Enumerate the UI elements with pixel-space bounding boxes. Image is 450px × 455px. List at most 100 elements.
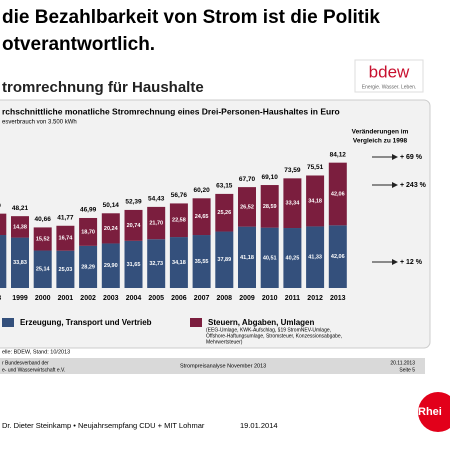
value-label: 24,65 [195,214,209,220]
total-label: 67,70 [239,176,256,183]
value-label: 22,58 [172,218,186,224]
logo-tagline: Energie. Wasser. Leben. [362,84,417,90]
value-label: 16,74 [59,236,74,242]
bar-segment [11,237,29,288]
value-label: 35,55 [195,259,209,265]
bar-segment [215,193,234,232]
bar-segment [147,206,166,240]
total-label: 56,76 [171,192,188,199]
value-label: 42,06 [331,191,345,197]
x-tick-label: 2003 [103,295,119,302]
total-label: 50,14 [103,202,120,209]
bar-segment [238,226,256,288]
x-tick-label: 2012 [307,295,323,302]
footer-center: Strompreisanalyse November 2013 [180,363,266,369]
total-label: 75,51 [307,164,324,171]
value-label: 37,89 [217,257,231,263]
bar-segment [11,216,29,238]
bar-segment [238,187,256,227]
x-tick-label: 98 [0,295,1,302]
value-label: 33,34 [286,201,301,207]
bar-segment [79,217,98,246]
bar-segment [101,243,120,288]
value-label: 26,52 [240,204,254,210]
bar-segment [260,227,279,288]
bar-segment [283,228,302,288]
legend-swatch [190,318,202,327]
bar-segment [147,239,166,288]
chart-heading: tromrechnung für Haushalte [2,79,204,96]
bar-segment [283,178,302,229]
total-label: 84,12 [330,151,347,158]
change-heading: Veränderungen im [352,129,409,136]
bar-segment [33,250,52,288]
legend: Erzeugung, Transport und Vertrieb Steuern… [2,318,315,327]
x-tick-label: 2000 [35,295,51,302]
value-label: 20,24 [104,226,119,232]
total-label: 63,15 [216,183,233,190]
corner-logo: Rhei [418,406,442,418]
value-label: 25,26 [217,210,231,216]
value-label: 20,74 [127,223,142,229]
value-label: 31,65 [127,262,141,268]
bar-segment [192,235,211,288]
x-tick-label: 2001 [58,295,74,302]
corner-logo-circle [418,392,450,432]
footer-org: r Bundesverband der [2,360,49,366]
source: elle: BDEW, Stand: 10/2013 [2,349,70,355]
x-tick-label: 2004 [126,295,142,302]
x-tick-label: 2010 [262,295,278,302]
bar-segment [192,198,211,236]
value-label: 29,90 [104,263,118,269]
change-heading: Vergleich zu 1998 [353,138,408,145]
footer-page: Seite 5 [399,367,415,373]
bar-segment [0,213,7,236]
bar-segment [260,185,279,228]
bar-segment [56,225,75,251]
bars: 90 98 33,83 14,38 48,21 1999 25,14 15,52 40,66 20… [0,151,347,302]
bar-segment [124,240,143,288]
bar-segment [169,237,188,288]
chart-title: rchschnittliche monatliche Stromrechnung… [2,106,340,116]
total-label: 60,20 [193,187,210,194]
total-label: 41,77 [57,214,74,221]
total-label: 69,10 [262,174,279,181]
x-tick-label: 2009 [239,295,255,302]
x-tick-label: 2007 [194,295,210,302]
bar-segment [79,245,98,288]
x-tick-label: 2013 [330,295,346,302]
legend-note: Mehrwertsteuer) [206,339,243,345]
slide-title: otverantwortlich. [2,34,155,55]
bar-segment [33,227,52,251]
bar-segment [328,225,347,288]
value-label: 15,52 [36,236,50,242]
value-label: 41,18 [240,255,254,261]
x-tick-label: 1999 [12,295,28,302]
value-label: 18,70 [81,229,95,235]
legend-note: (EEG-Umlage, KWK-Aufschlag, §19 StromNEV… [206,327,331,333]
bar-segment [169,203,188,238]
x-tick-label: 2002 [80,295,96,302]
value-label: 40,25 [286,255,300,261]
change-label: + 12 % [400,259,423,266]
bar-segment [101,213,120,244]
legend-label: Steuern, Abgaben, Umlagen [208,318,315,327]
bar-segment [0,235,7,288]
value-label: 33,83 [13,260,27,266]
bottom-text: Dr. Dieter Steinkamp • Neujahrsempfang C… [2,421,205,430]
footer-band [0,358,425,374]
value-label: 14,38 [13,224,27,230]
logo-box [354,59,424,93]
bar-segment [56,250,75,288]
value-label: 25,14 [36,267,51,273]
total-label: 54,43 [148,196,165,203]
value-label: 40,51 [263,255,277,261]
chart-subtitle: esverbrauch von 3.500 kWh [2,120,77,126]
value-label: 28,29 [81,264,95,270]
value-label: 42,06 [331,254,345,260]
bar-segment [306,175,325,227]
value-label: 32,73 [149,261,163,267]
x-tick-label: 2011 [285,295,300,302]
slide-title: die Bezahlbarkeit von Strom ist die Poli… [2,7,380,28]
